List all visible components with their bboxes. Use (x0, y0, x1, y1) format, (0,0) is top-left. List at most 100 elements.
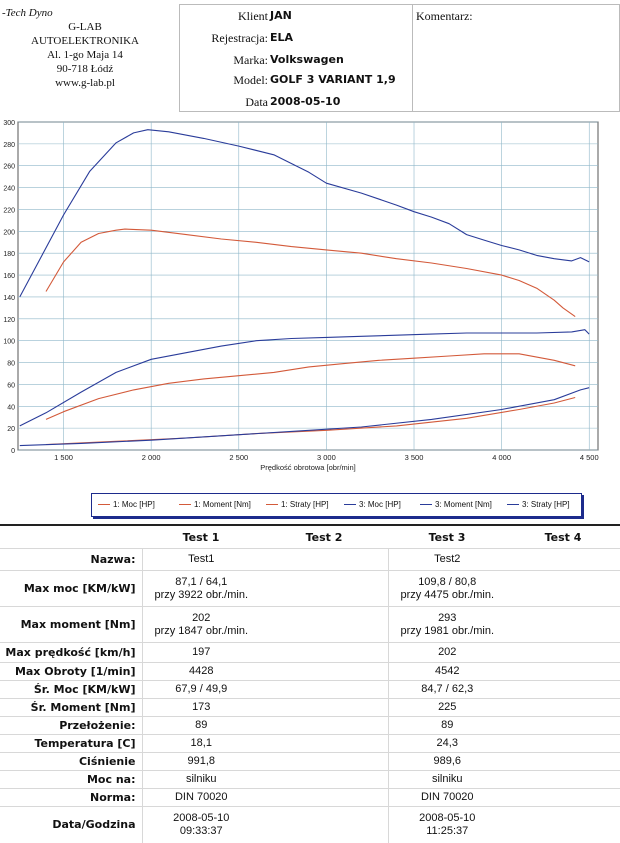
y-tick-label: 160 (3, 273, 15, 280)
cell-empty (260, 698, 388, 717)
table-row: Max prędkość [km/h] 197 202 (0, 642, 620, 663)
legend-swatch (420, 504, 432, 506)
cell-empty (506, 680, 620, 699)
cell-empty (260, 788, 388, 807)
row-label: Max moment [Nm] (0, 606, 142, 643)
model-label: Model: (233, 73, 268, 87)
cell-empty (260, 716, 388, 735)
legend-label: 1: Moc [HP] (113, 500, 155, 509)
cell-empty (260, 680, 388, 699)
registration-label: Rejestracja: (211, 31, 268, 45)
cell-empty (506, 606, 620, 643)
cell-text: przy 3922 obr./min. (154, 588, 249, 601)
cell-t3: 109,8 / 80,8 przy 4475 obr./min. (387, 570, 506, 607)
cell-text: 67,9 / 49,9 (175, 683, 228, 695)
legend-item-1-power: 1: Moc [HP] (98, 500, 155, 509)
cell-t1: 197 (141, 642, 260, 663)
cell-t3: silniku (387, 770, 506, 789)
cell-empty (260, 570, 388, 607)
vehicle-row-model: Model: GOLF 3 VARIANT 1,9 (180, 73, 414, 93)
legend-label: 3: Moment [Nm] (435, 500, 492, 509)
header-test-2: Test 2 (260, 524, 388, 549)
cell-empty (260, 752, 388, 771)
company-info: -Tech Dyno G-LAB AUTOELEKTRONIKA Al. 1-g… (0, 6, 170, 90)
comment-label: Komentarz: (416, 9, 473, 23)
y-tick-label: 120 (3, 317, 15, 324)
row-label: Śr. Moc [KM/kW] (0, 680, 142, 699)
y-tick-label: 60 (7, 382, 15, 389)
legend-swatch (179, 504, 191, 506)
cell-t3: 24,3 (387, 734, 506, 753)
cell-text: 4428 (189, 665, 214, 677)
cell-t3: 89 (387, 716, 506, 735)
client-label: Klient (238, 9, 268, 23)
header-test-3: Test 3 (388, 524, 506, 549)
series-line-3 (45, 396, 576, 446)
y-tick-label: 140 (3, 295, 15, 302)
legend-item-3-losses: 3: Straty [HP] (507, 500, 570, 509)
x-tick-label: 1 500 (54, 453, 73, 462)
cell-text: DIN 70020 (420, 791, 474, 803)
legend-swatch (98, 504, 110, 506)
header-empty (0, 524, 142, 549)
row-label: Moc na: (0, 770, 142, 789)
cell-t3: 202 (387, 642, 506, 663)
legend-label: 3: Straty [HP] (522, 500, 570, 509)
series-line-5 (19, 129, 590, 298)
cell-empty (506, 752, 620, 771)
cell-t3: 293 przy 1981 obr./min. (387, 606, 506, 643)
cell-empty (260, 662, 388, 681)
table-row: Norma: DIN 70020 DIN 70020 (0, 788, 620, 807)
table-row: Moc na: silniku silniku (0, 770, 620, 789)
cell-text: DIN 70020 (174, 791, 228, 803)
cell-text: 991,8 (187, 755, 216, 767)
vehicle-row-date: Data 2008-05-10 (180, 95, 414, 115)
cell-empty (506, 806, 620, 843)
x-tick-label: 4 000 (492, 453, 511, 462)
cell-text: 87,1 / 64,1 (175, 575, 228, 588)
dyno-chart: 0 20 40 60 80 100 120 140 160 180 200 220 240 260 280 3… (0, 116, 620, 483)
y-tick-label: 80 (7, 361, 15, 368)
cell-empty (506, 716, 620, 735)
cell-empty (506, 734, 620, 753)
row-label: Ciśnienie (0, 752, 142, 771)
cell-text: 225 (438, 701, 457, 713)
y-tick-label: 180 (3, 251, 15, 258)
cell-text: 109,8 / 80,8 (418, 575, 477, 588)
row-label: Max prędkość [km/h] (0, 642, 142, 663)
cell-empty (506, 570, 620, 607)
company-subtitle: AUTOELEKTRONIKA (31, 35, 139, 47)
cell-empty (506, 662, 620, 681)
y-tick-label: 20 (7, 426, 15, 433)
cell-empty (506, 788, 620, 807)
cell-text: 202 (438, 646, 457, 658)
cell-t1: 173 (141, 698, 260, 717)
series-line-4 (19, 329, 590, 427)
table-row: Nazwa: Test1 Test2 (0, 548, 620, 571)
cell-empty (506, 642, 620, 663)
vehicle-info-box: Klient JAN Rejestracja: ELA Marka: Volks… (179, 4, 413, 112)
cell-t1: 4428 (141, 662, 260, 681)
cell-text: 11:25:37 (426, 824, 469, 837)
cell-t1: 89 (141, 716, 260, 735)
row-label: Temperatura [C] (0, 734, 142, 753)
y-tick-label: 220 (3, 207, 15, 214)
cell-text: 2008-05-10 (173, 811, 230, 824)
table-row: Max Obroty [1/min] 4428 4542 (0, 662, 620, 681)
y-tick-label: 200 (3, 229, 15, 236)
y-tick-label: 40 (7, 404, 15, 411)
x-tick-label: 2 500 (229, 453, 248, 462)
vehicle-row-registration: Rejestracja: ELA (180, 31, 414, 51)
cell-t3: 989,6 (387, 752, 506, 771)
results-table: Test 1 Test 2 Test 3 Test 4 Nazwa: Test1 T… (0, 524, 620, 843)
row-label: Śr. Moment [Nm] (0, 698, 142, 717)
cell-t1: 87,1 / 64,1 przy 3922 obr./min. (141, 570, 260, 607)
registration-value: ELA (270, 31, 294, 44)
x-tick-label: 3 000 (317, 453, 336, 462)
company-name: G-LAB (68, 21, 102, 33)
header-test-1: Test 1 (142, 524, 260, 549)
x-tick-label: 4 500 (580, 453, 599, 462)
vehicle-row-client: Klient JAN (180, 9, 414, 29)
cell-text: przy 1847 obr./min. (154, 624, 249, 637)
cell-t1: 2008-05-10 09:33:37 (141, 806, 260, 843)
